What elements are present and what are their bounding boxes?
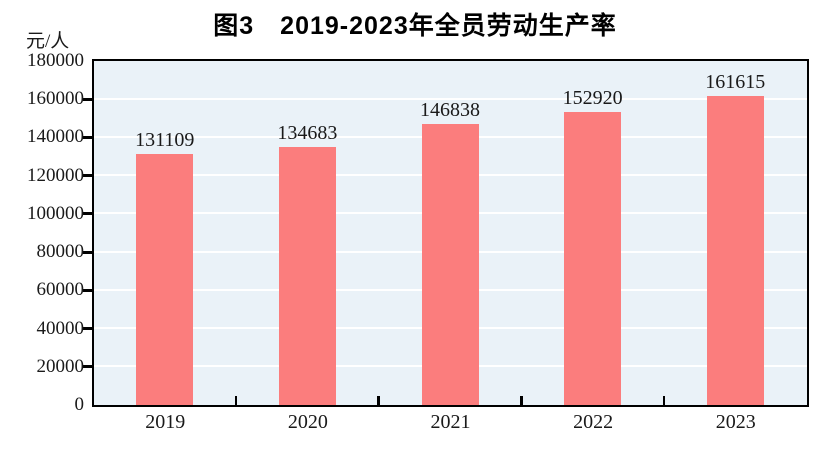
x-axis-tick-label: 2021 (430, 411, 471, 433)
x-axis-tick (662, 395, 666, 405)
y-axis-tick-label: 140000 (27, 126, 84, 148)
x-axis-tick-label: 2023 (715, 411, 756, 433)
y-axis-tick-label: 160000 (27, 88, 84, 110)
bar-2020 (278, 147, 336, 405)
y-axis-tick (83, 365, 92, 369)
gridline (93, 97, 807, 100)
y-axis-tick (83, 212, 92, 216)
x-axis-tick (234, 395, 238, 405)
x-axis-tick-label: 2022 (573, 411, 614, 433)
y-axis-tick (83, 288, 92, 292)
y-axis-unit-label: 元/人 (26, 31, 70, 52)
y-axis-tick-label: 80000 (36, 241, 85, 263)
x-axis-tick-label: 2019 (145, 411, 186, 433)
y-axis-tick (83, 174, 92, 178)
bar-2022 (564, 112, 622, 405)
chart-title: 图3 2019-2023年全员劳动生产率 (213, 12, 617, 40)
y-axis-tick-label: 40000 (36, 317, 85, 339)
bar-value-label: 134683 (277, 122, 338, 145)
y-axis-tick-label: 180000 (27, 50, 84, 71)
bar-2023 (706, 95, 764, 405)
y-axis-tick-label: 60000 (36, 279, 85, 301)
bar-2021 (421, 123, 479, 405)
bar-value-label: 161615 (705, 70, 766, 93)
y-axis-tick-label: 120000 (27, 164, 84, 186)
plot-area: 131109 134683 146838 152920 161615 (91, 58, 809, 407)
x-axis-tick (377, 395, 380, 405)
bar-value-label: 152920 (562, 87, 623, 110)
y-axis-tick-label: 0 (74, 394, 85, 415)
x-axis-tick (520, 395, 523, 405)
y-axis-tick (83, 97, 92, 101)
y-axis-tick (83, 135, 92, 139)
y-axis-tick-label: 20000 (36, 355, 85, 377)
bar-value-label: 146838 (420, 98, 480, 121)
x-axis-tick-label: 2020 (287, 411, 328, 433)
y-axis-tick (83, 327, 92, 331)
y-axis-tick-label: 100000 (27, 202, 84, 224)
bar-value-label: 131109 (135, 128, 195, 151)
y-axis-tick (83, 250, 92, 254)
bar-2019 (136, 153, 194, 405)
